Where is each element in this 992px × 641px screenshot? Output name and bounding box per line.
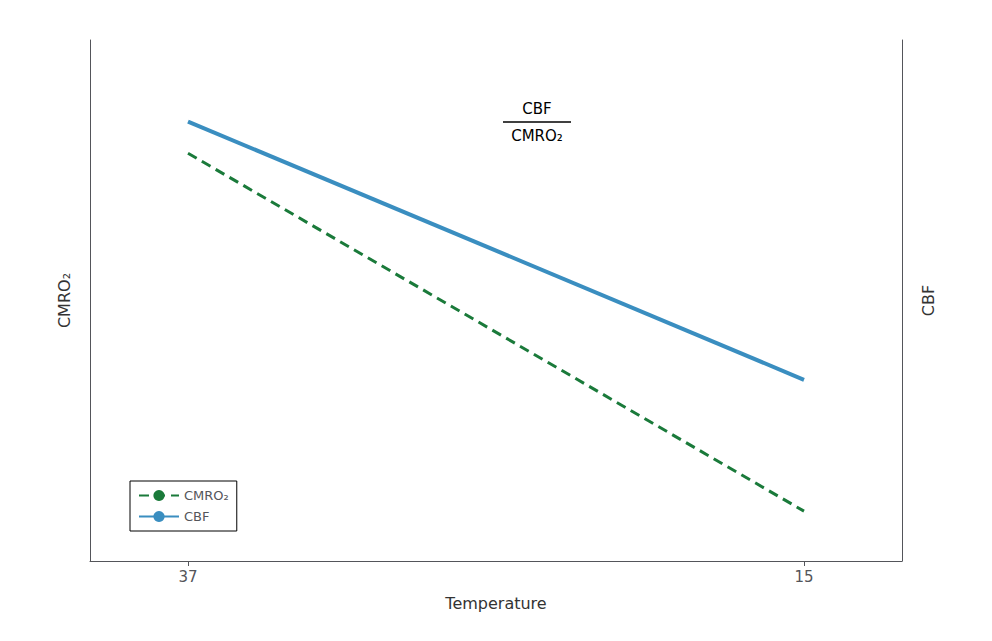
svg-text:Temperature: Temperature — [444, 594, 546, 613]
svg-text:15: 15 — [794, 568, 813, 586]
svg-text:CBF: CBF — [919, 285, 938, 316]
svg-text:CBF: CBF — [184, 509, 209, 524]
svg-text:CMRO₂: CMRO₂ — [55, 273, 74, 328]
svg-text:CMRO₂: CMRO₂ — [184, 488, 229, 503]
svg-text:CBF: CBF — [522, 100, 551, 118]
svg-text:CMRO₂: CMRO₂ — [511, 127, 563, 145]
svg-text:37: 37 — [178, 568, 197, 586]
